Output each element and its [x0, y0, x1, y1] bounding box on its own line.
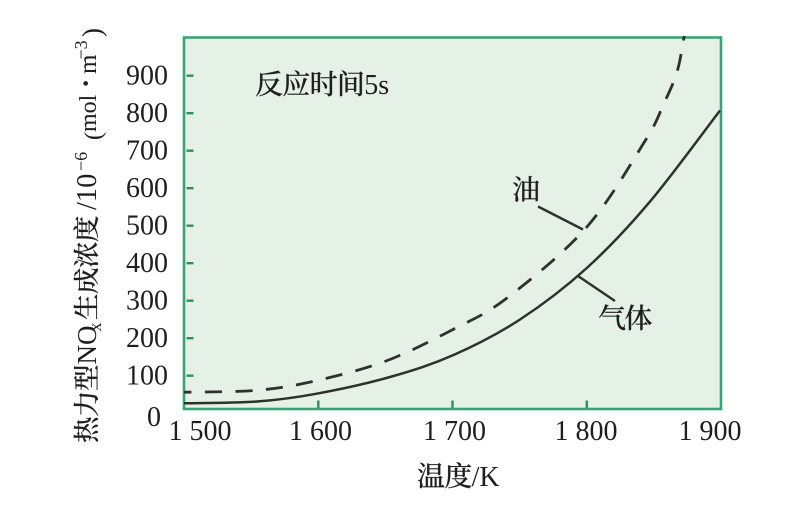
svg-text:(: (: [81, 132, 107, 140]
svg-text:−3: −3: [71, 40, 91, 59]
svg-text:900: 900: [126, 61, 168, 92]
svg-text:1 800: 1 800: [555, 416, 618, 447]
svg-text:800: 800: [126, 98, 168, 129]
svg-text:1 500: 1 500: [169, 416, 232, 447]
svg-text:300: 300: [126, 286, 168, 317]
svg-text:mol: mol: [76, 94, 102, 132]
svg-text:): ): [77, 28, 107, 37]
svg-text:1 700: 1 700: [423, 416, 486, 447]
svg-text:·: ·: [71, 79, 102, 88]
svg-text:/K: /K: [472, 462, 500, 493]
svg-text:600: 600: [126, 173, 168, 204]
svg-text:/10: /10: [72, 174, 103, 210]
svg-text:500: 500: [126, 211, 168, 242]
svg-text:5s: 5s: [364, 70, 389, 101]
svg-text:1 900: 1 900: [679, 416, 742, 447]
svg-text:0: 0: [147, 402, 161, 433]
svg-text:x: x: [85, 323, 105, 332]
svg-text:NO: NO: [72, 326, 102, 365]
svg-text:−6: −6: [71, 152, 91, 171]
svg-text:400: 400: [126, 248, 168, 279]
svg-text:m: m: [75, 54, 102, 74]
svg-text:700: 700: [126, 136, 168, 167]
svg-text:100: 100: [126, 361, 168, 392]
svg-text:1 600: 1 600: [289, 416, 352, 447]
svg-text:200: 200: [126, 323, 168, 354]
